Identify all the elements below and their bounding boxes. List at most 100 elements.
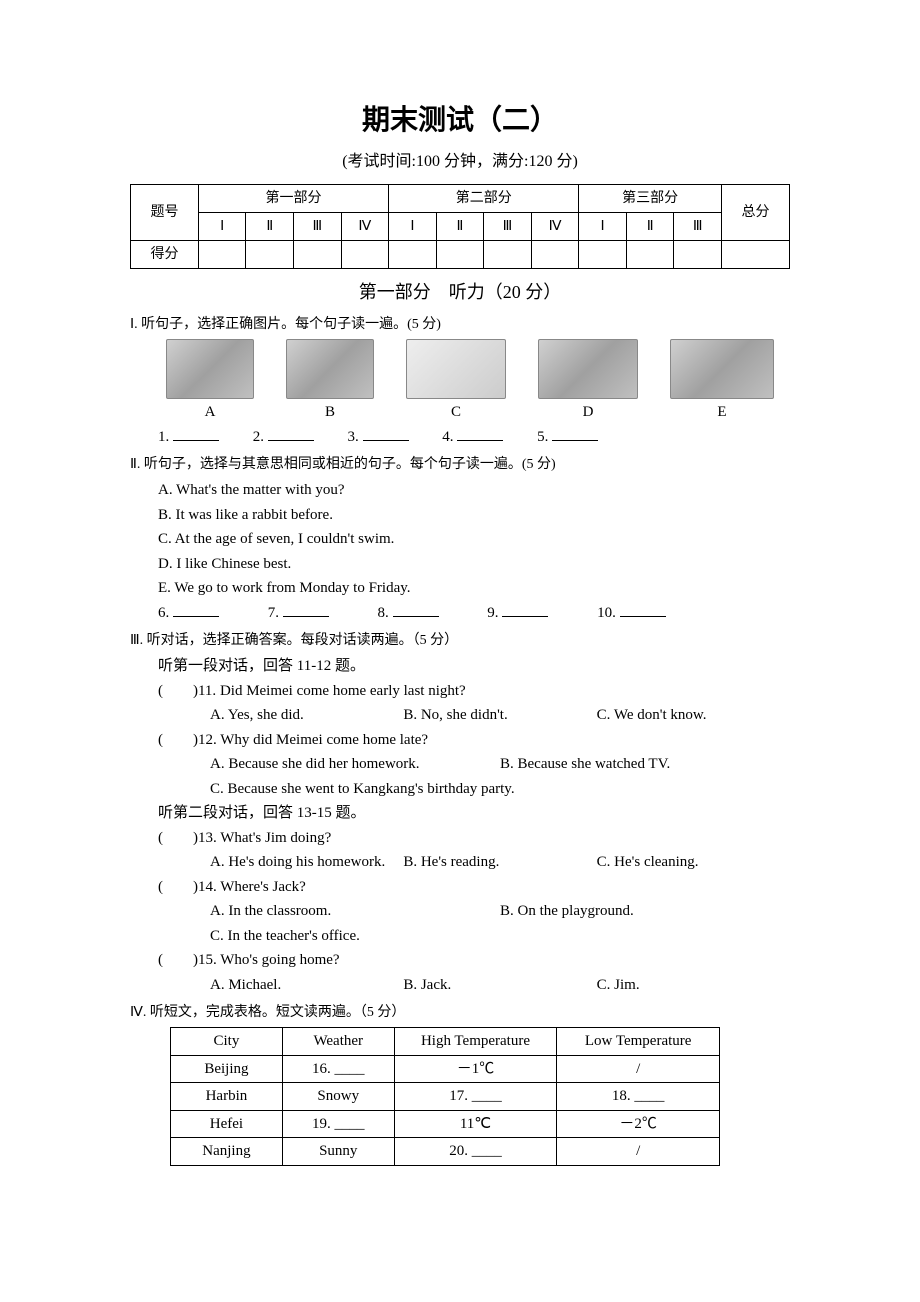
r4c2: Sunny (282, 1138, 394, 1166)
image-a-box (166, 339, 254, 399)
col-IV: Ⅳ (341, 213, 389, 241)
q13-b: B. He's reading. (403, 851, 596, 874)
q14-opts-ab: A. In the classroom. B. On the playgroun… (210, 900, 790, 923)
q2-opt-b: B. It was like a rabbit before. (158, 504, 790, 527)
r4c1: Nanjing (171, 1138, 283, 1166)
q14-text: Where's Jack? (217, 879, 306, 895)
q12-c: C. Because she went to Kangkang's birthd… (210, 778, 790, 801)
score-cell[interactable] (246, 241, 294, 269)
col-II3: Ⅱ (626, 213, 674, 241)
col-II2: Ⅱ (436, 213, 484, 241)
q12-opts-ab: A. Because she did her homework. B. Beca… (210, 753, 790, 776)
q12-paren[interactable]: ( )12. (158, 729, 217, 752)
weather-table: City Weather High Temperature Low Temper… (170, 1027, 720, 1166)
blank-8[interactable] (393, 602, 439, 617)
total-header: 总分 (721, 185, 789, 241)
blank-4[interactable] (457, 426, 503, 441)
page-title: 期末测试（二） (130, 100, 790, 142)
r3c4: －2℃ (557, 1110, 720, 1138)
image-d-box (538, 339, 638, 399)
image-d: D (538, 339, 638, 424)
dialog1-intro: 听第一段对话，回答 11-12 题。 (158, 655, 790, 678)
q15-c: C. Jim. (597, 974, 790, 997)
q11-text: Did Meimei come home early last night? (216, 683, 466, 699)
q3-heading: Ⅲ. 听对话，选择正确答案。每段对话读两遍。（5 分） (130, 630, 790, 651)
score-cell[interactable] (341, 241, 389, 269)
r2c4[interactable]: 18. ____ (557, 1083, 720, 1111)
blank-3[interactable] (363, 426, 409, 441)
image-row: A B C D E (150, 339, 790, 424)
blank-2[interactable] (268, 426, 314, 441)
r3c2[interactable]: 19. ____ (282, 1110, 394, 1138)
r1c1: Beijing (171, 1055, 283, 1083)
q12: ( )12. Why did Meimei come home late? (158, 729, 790, 752)
q2-opt-c: C. At the age of seven, I couldn't swim. (158, 528, 790, 551)
q15-paren[interactable]: ( )15. (158, 949, 217, 972)
q2-opt-a: A. What's the matter with you? (158, 479, 790, 502)
r3c1: Hefei (171, 1110, 283, 1138)
q11-b: B. No, she didn't. (403, 704, 596, 727)
image-d-label: D (583, 401, 594, 424)
score-cell[interactable] (626, 241, 674, 269)
blank-1-label: 1. (158, 429, 169, 445)
q11-paren[interactable]: ( )11. (158, 680, 216, 703)
blank-9[interactable] (502, 602, 548, 617)
q2-blanks: 6. 7. 8. 9. 10. (158, 602, 790, 625)
q13-text: What's Jim doing? (217, 830, 332, 846)
score-cell[interactable] (294, 241, 342, 269)
image-e-box (670, 339, 774, 399)
image-e: E (670, 339, 774, 424)
blank-3-label: 3. (348, 429, 359, 445)
col-I: Ⅰ (198, 213, 246, 241)
q13-a: A. He's doing his homework. (210, 851, 403, 874)
dialog2-intro: 听第二段对话，回答 13-15 题。 (158, 802, 790, 825)
blank-8-label: 8. (378, 605, 389, 621)
blank-6[interactable] (173, 602, 219, 617)
q12-a: A. Because she did her homework. (210, 753, 500, 776)
r4c3[interactable]: 20. ____ (394, 1138, 557, 1166)
score-cell[interactable] (198, 241, 246, 269)
col-III3: Ⅲ (674, 213, 722, 241)
col-III: Ⅲ (294, 213, 342, 241)
blank-1[interactable] (173, 426, 219, 441)
q11-opts: A. Yes, she did. B. No, she didn't. C. W… (210, 704, 790, 727)
blank-7[interactable] (283, 602, 329, 617)
score-cell[interactable] (579, 241, 627, 269)
col-I2: Ⅰ (389, 213, 437, 241)
blank-5[interactable] (552, 426, 598, 441)
image-e-label: E (717, 401, 726, 424)
blank-10[interactable] (620, 602, 666, 617)
score-cell[interactable] (531, 241, 579, 269)
score-cell[interactable] (674, 241, 722, 269)
q15-b: B. Jack. (403, 974, 596, 997)
th-high: High Temperature (394, 1028, 557, 1056)
image-b: B (286, 339, 374, 424)
blank-10-label: 10. (597, 605, 616, 621)
score-cell[interactable] (389, 241, 437, 269)
q13-c: C. He's cleaning. (597, 851, 790, 874)
q2-opt-e: E. We go to work from Monday to Friday. (158, 577, 790, 600)
col-III2: Ⅲ (484, 213, 532, 241)
r1c2[interactable]: 16. ____ (282, 1055, 394, 1083)
score-cell[interactable] (484, 241, 532, 269)
r2c2: Snowy (282, 1083, 394, 1111)
q14-paren[interactable]: ( )14. (158, 876, 217, 899)
q14-c: C. In the teacher's office. (210, 925, 790, 948)
col-I3: Ⅰ (579, 213, 627, 241)
total-cell[interactable] (721, 241, 789, 269)
blank-9-label: 9. (487, 605, 498, 621)
image-b-box (286, 339, 374, 399)
part2-header: 第二部分 (389, 185, 579, 213)
score-cell[interactable] (436, 241, 484, 269)
image-b-label: B (325, 401, 335, 424)
q13-paren[interactable]: ( )13. (158, 827, 217, 850)
image-a-label: A (205, 401, 216, 424)
q2-opt-d: D. I like Chinese best. (158, 553, 790, 576)
part3-header: 第三部分 (579, 185, 722, 213)
th-low: Low Temperature (557, 1028, 720, 1056)
q12-b: B. Because she watched TV. (500, 753, 790, 776)
q15-opts: A. Michael. B. Jack. C. Jim. (210, 974, 790, 997)
r2c3[interactable]: 17. ____ (394, 1083, 557, 1111)
r2c1: Harbin (171, 1083, 283, 1111)
q1-blanks: 1. 2. 3. 4. 5. (158, 426, 790, 449)
